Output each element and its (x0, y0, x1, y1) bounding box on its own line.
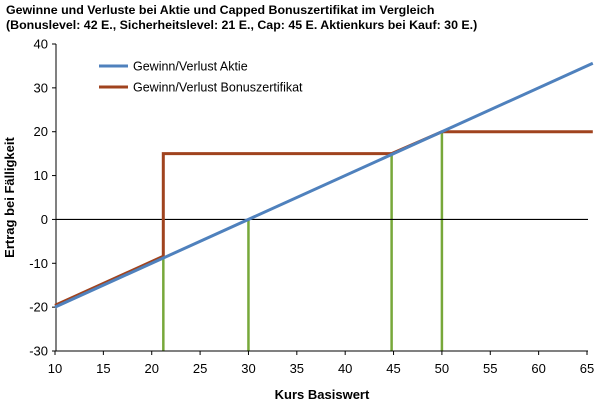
series-line-2 (54, 130, 593, 307)
x-tick-label: 35 (290, 361, 304, 376)
y-tick-label: 40 (34, 37, 48, 52)
x-tick-label: 55 (483, 361, 497, 376)
y-tick-label: 20 (34, 124, 48, 139)
y-tick-label: -30 (29, 344, 48, 359)
x-tick-label: 60 (531, 361, 545, 376)
y-tick-label: 10 (34, 168, 48, 183)
x-tick-label: 65 (580, 361, 594, 376)
x-tick-label: 25 (193, 361, 207, 376)
y-tick-label: 30 (34, 80, 48, 95)
x-tick-label: 30 (241, 361, 255, 376)
x-tick-label: 20 (144, 361, 158, 376)
chart-subtitle: (Bonuslevel: 42 E., Sicherheitslevel: 21… (6, 18, 478, 32)
legend-label: Gewinn/Verlust Bonuszertifikat (133, 81, 303, 95)
y-tick-label: -10 (29, 256, 48, 271)
y-tick-label: -20 (29, 300, 48, 315)
x-tick-label: 45 (386, 361, 400, 376)
series-line-1 (54, 61, 594, 309)
x-axis-title: Kurs Basiswert (275, 387, 370, 402)
x-tick-label: 10 (48, 361, 62, 376)
legend-label: Gewinn/Verlust Aktie (133, 60, 248, 74)
x-tick-label: 15 (96, 361, 110, 376)
y-tick-label: 0 (41, 212, 48, 227)
y-axis-title: Ertrag bei Fälligkeit (2, 137, 17, 258)
x-tick-label: 40 (338, 361, 352, 376)
chart-title: Gewinne und Verluste bei Aktie und Cappe… (6, 3, 435, 17)
x-tick-label: 50 (435, 361, 449, 376)
